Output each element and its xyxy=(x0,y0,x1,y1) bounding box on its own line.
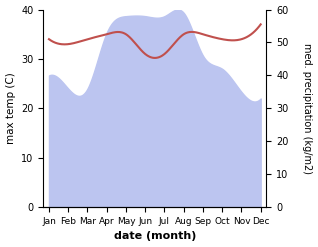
X-axis label: date (month): date (month) xyxy=(114,231,196,242)
Y-axis label: med. precipitation (kg/m2): med. precipitation (kg/m2) xyxy=(302,43,313,174)
Y-axis label: max temp (C): max temp (C) xyxy=(5,72,16,144)
